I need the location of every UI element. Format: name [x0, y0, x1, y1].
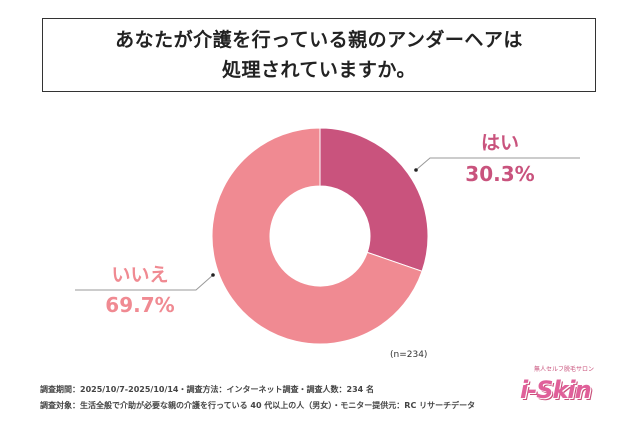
leader-dot-no [211, 273, 215, 277]
slice-no [211, 127, 423, 345]
leader-line-no [75, 274, 214, 291]
value-yes: 30.3% [465, 162, 535, 186]
footer-line-1: 調査期間：2025/10/7-2025/10/14・調査方法：インターネット調査… [40, 385, 374, 394]
footer-line-2: 調査対象：生活全般で介助が必要な親の介護を行っている 40 代以上の人（男女）・… [40, 401, 476, 410]
title-box: あなたが介護を行っている親のアンダーヘアは 処理されていますか。 [42, 18, 596, 92]
i-skin-logo: 無人セルフ脱毛サロン i-Skin [514, 362, 604, 412]
logo-brand: i-Skin [520, 376, 592, 404]
value-no: 69.7% [105, 293, 175, 317]
title-line-1: あなたが介護を行っている親のアンダーヘアは [115, 29, 523, 51]
slice-yes [319, 127, 429, 272]
leader-dot-yes [414, 168, 418, 172]
leader-line-yes [415, 157, 580, 171]
label-yes: はい [480, 132, 519, 154]
title-line-2: 処理されていますか。 [221, 59, 417, 81]
logo-tagline: 無人セルフ脱毛サロン [534, 366, 595, 373]
sample-size: (n=234) [390, 350, 428, 360]
label-no: いいえ [111, 264, 169, 286]
